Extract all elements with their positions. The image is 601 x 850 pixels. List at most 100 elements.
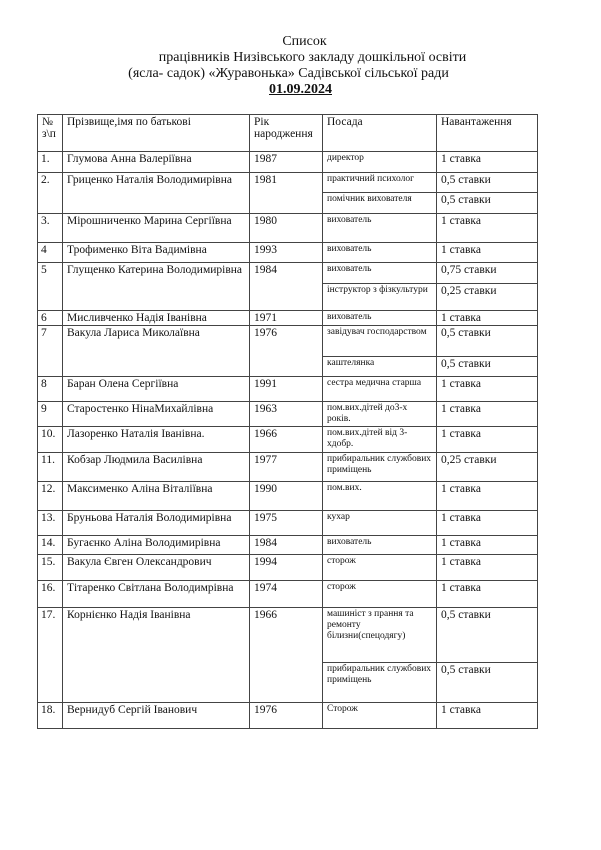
birth-year-cell: 1991 [249, 376, 323, 402]
table-row: 3. Мірошниченко Марина Сергіївна 1980 вихов… [37, 213, 538, 243]
birth-year-cell: 1966 [249, 607, 323, 703]
load-cell: 1 ставка [436, 310, 538, 326]
table-row: 9 Старостенко НінаМихайлівна 1963 пом.вих.д… [37, 401, 538, 427]
name-cell: Бруньова Наталія Володимирівна [62, 510, 250, 536]
birth-year-cell: 1984 [249, 535, 323, 555]
position-cell: вихователь [322, 310, 437, 326]
table-row: 16. Тітаренко Світлана Володимрівна 1974 ст… [37, 580, 538, 608]
load-cell: 1 ставка [436, 702, 538, 729]
row-number: 13. [37, 510, 63, 536]
name-cell: Старостенко НінаМихайлівна [62, 401, 250, 427]
table-row: 15. Вакула Євген Олександрович 1994 сторож 1… [37, 554, 538, 581]
doc-date: 01.09.2024 [269, 82, 332, 97]
birth-year-cell: 1984 [249, 262, 323, 311]
row-number: 11. [37, 452, 63, 482]
load-cell: 0,75 ставки [436, 262, 538, 284]
row-number: 17. [37, 607, 63, 703]
row-number: 14. [37, 535, 63, 555]
name-cell: Вакула Євген Олександрович [62, 554, 250, 581]
load-cell: 1 ставка [436, 242, 538, 263]
table-row: 4 Трофименко Віта Вадимівна 1993 вихователь… [37, 242, 538, 263]
position-cell: прибиральник службових приміщень [322, 452, 437, 482]
table-row: 13. Бруньова Наталія Володимирівна 1975 кух… [37, 510, 538, 536]
name-cell: Кобзар Людмила Василівна [62, 452, 250, 482]
table-row: 1. Глумова Анна Валеріївна 1987 директор 1 с… [37, 151, 538, 173]
row-number: 4 [37, 242, 63, 263]
table-row: 5 Глущенко Катерина Володимирівна 1984 вихо… [37, 262, 538, 311]
row-number: 9 [37, 401, 63, 427]
position-cell: Сторож [322, 702, 437, 729]
table-row: прибиральник службових приміщень 0,5 став… [38, 662, 538, 703]
load-cell: 0,5 ставки [436, 662, 538, 703]
table-header-row: № з\п Прізвище,імя по батькові Рік народ… [37, 114, 538, 152]
header-name: Прізвище,імя по батькові [62, 114, 250, 152]
name-cell: Максименко Аліна Віталіївна [62, 481, 250, 511]
table-row: 14. Бугаєнко Аліна Володимирівна 1984 вихов… [37, 535, 538, 555]
birth-year-cell: 1976 [249, 325, 323, 377]
birth-year-cell: 1974 [249, 580, 323, 608]
table-row: 12. Максименко Аліна Віталіївна 1990 пом.ви… [37, 481, 538, 511]
load-cell: 1 ставка [436, 510, 538, 536]
position-cell: практичний психолог [322, 172, 437, 193]
name-cell: Трофименко Віта Вадимівна [62, 242, 250, 263]
table-row: 6 Мисливченко Надія Іванівна 1971 виховател… [37, 310, 538, 326]
position-cell: машиніст з прання та ремонту білизни(спе… [322, 607, 437, 663]
birth-year-cell: 1971 [249, 310, 323, 326]
table-row: 17. Корнієнко Надія Іванівна 1966 машиніст … [37, 607, 538, 703]
birth-year-cell: 1963 [249, 401, 323, 427]
birth-year-cell: 1990 [249, 481, 323, 511]
name-cell: Мірошниченко Марина Сергіївна [62, 213, 250, 243]
name-cell: Гриценко Наталія Володимирівна [62, 172, 250, 214]
load-cell: 0,25 ставки [436, 452, 538, 482]
header-position: Посада [322, 114, 437, 152]
header-year: Рік народження [249, 114, 323, 152]
row-number: 8 [37, 376, 63, 402]
load-cell: 1 ставка [436, 401, 538, 427]
birth-year-cell: 1993 [249, 242, 323, 263]
name-cell: Тітаренко Світлана Володимрівна [62, 580, 250, 608]
position-cell: пом.вих.дітей до3-х років. [322, 401, 437, 427]
position-cell: вихователь [322, 262, 437, 284]
birth-year-cell: 1966 [249, 426, 323, 453]
position-cell: пом.вих.дітей від 3-хдобр. [322, 426, 437, 453]
table-row: 10. Лазоренко Наталія Іванівна. 1966 пом.ви… [37, 426, 538, 453]
row-number: 5 [37, 262, 63, 311]
load-cell: 0,5 ставки [436, 607, 538, 663]
position-cell: сестра медична старша [322, 376, 437, 402]
name-cell: Мисливченко Надія Іванівна [62, 310, 250, 326]
load-cell: 0,5 ставки [436, 172, 538, 193]
birth-year-cell: 1975 [249, 510, 323, 536]
birth-year-cell: 1976 [249, 702, 323, 729]
table-row: помічник вихователя 0,5 ставки [38, 192, 538, 214]
row-number: 15. [37, 554, 63, 581]
birth-year-cell: 1981 [249, 172, 323, 214]
row-number: 2. [37, 172, 63, 214]
position-cell: помічник вихователя [322, 192, 437, 214]
doc-subtitle-line-2: (ясла- садок) «Журавонька» Садівської сі… [128, 66, 449, 81]
name-cell: Глумова Анна Валеріївна [62, 151, 250, 173]
name-cell: Вернидуб Сергій Іванович [62, 702, 250, 729]
position-cell: кухар [322, 510, 437, 536]
table-row: 2. Гриценко Наталія Володимирівна 1981 прак… [37, 172, 538, 214]
row-number: 10. [37, 426, 63, 453]
load-cell: 0,5 ставки [436, 356, 538, 377]
load-cell: 0,25 ставки [436, 283, 538, 311]
load-cell: 1 ставка [436, 376, 538, 402]
position-cell: директор [322, 151, 437, 173]
name-cell: Лазоренко Наталія Іванівна. [62, 426, 250, 453]
staff-table: № з\п Прізвище,імя по батькові Рік народ… [37, 114, 538, 729]
name-cell: Вакула Лариса Миколаївна [62, 325, 250, 377]
position-cell: пом.вих. [322, 481, 437, 511]
header-no: № з\п [37, 114, 63, 152]
load-cell: 1 ставка [436, 481, 538, 511]
birth-year-cell: 1994 [249, 554, 323, 581]
birth-year-cell: 1980 [249, 213, 323, 243]
header-load: Навантаження [436, 114, 538, 152]
name-cell: Корнієнко Надія Іванівна [62, 607, 250, 703]
table-row: 7 Вакула Лариса Миколаївна 1976 завідувач г… [37, 325, 538, 377]
name-cell: Баран Олена Сергіївна [62, 376, 250, 402]
row-number: 1. [37, 151, 63, 173]
table-row: 11. Кобзар Людмила Василівна 1977 прибираль… [37, 452, 538, 482]
position-cell: сторож [322, 554, 437, 581]
name-cell: Глущенко Катерина Володимирівна [62, 262, 250, 311]
